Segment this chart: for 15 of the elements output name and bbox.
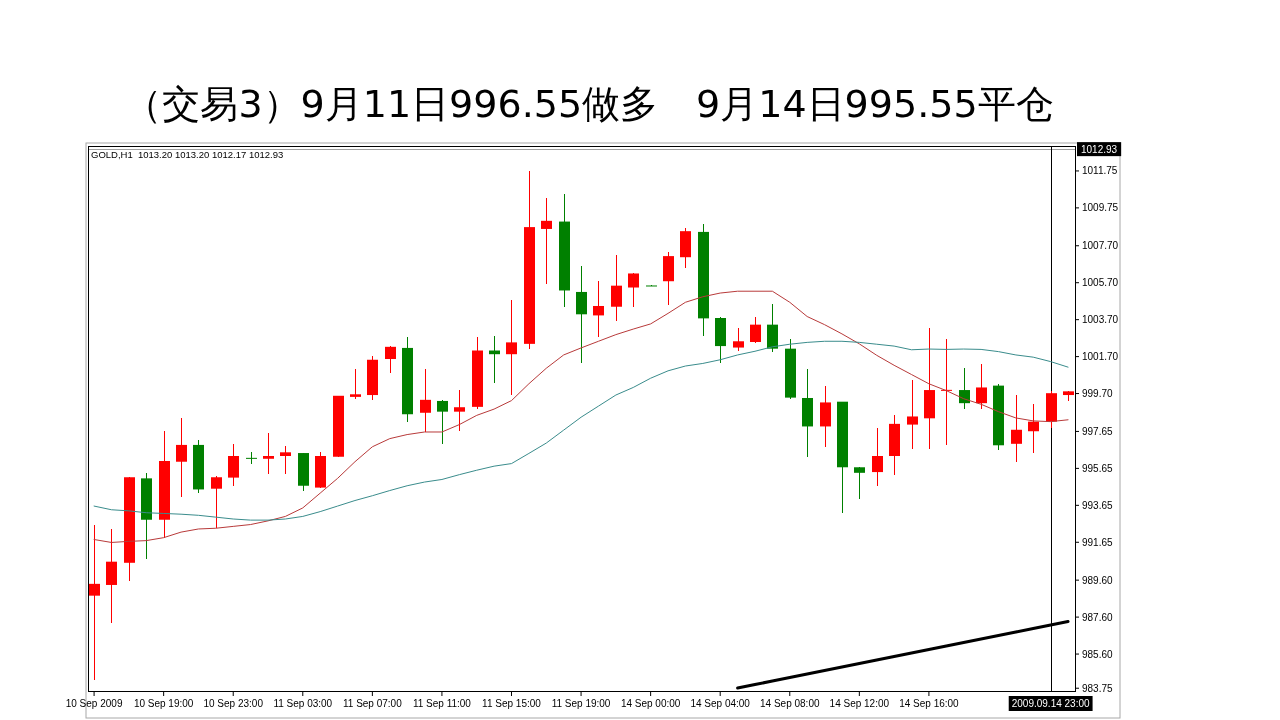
x-tick-label: 10 Sep 2009 [65, 698, 123, 709]
annotation: GOLD,H1 1013.20 1013.20 1012.17 1012.93 [91, 149, 284, 160]
x-tick-label: 10 Sep 23:00 [203, 698, 264, 709]
x-tick-label: 11 Sep 11:00 [412, 698, 472, 709]
title: （交易3）9月11日996.55做多 9月14日995.55平仓 [124, 82, 1054, 126]
x-tick-label: 14 Sep 12:00 [829, 698, 890, 709]
x-tick-label: 10 Sep 19:00 [133, 698, 194, 709]
x-tick-label: 14 Sep 08:00 [760, 698, 820, 709]
x-tick-label: 14 Sep 00:00 [620, 698, 681, 709]
x-tick-label: 14 Sep 16:00 [899, 698, 960, 709]
x-tick-label: 11 Sep 03:00 [273, 698, 333, 709]
x-tick-label: 11 Sep 07:00 [342, 698, 403, 709]
x-tick-label: 14 Sep 04:00 [690, 698, 751, 709]
x-tick-label: 11 Sep 19:00 [551, 698, 611, 709]
x-tick-label: 11 Sep 15:00 [482, 698, 542, 709]
